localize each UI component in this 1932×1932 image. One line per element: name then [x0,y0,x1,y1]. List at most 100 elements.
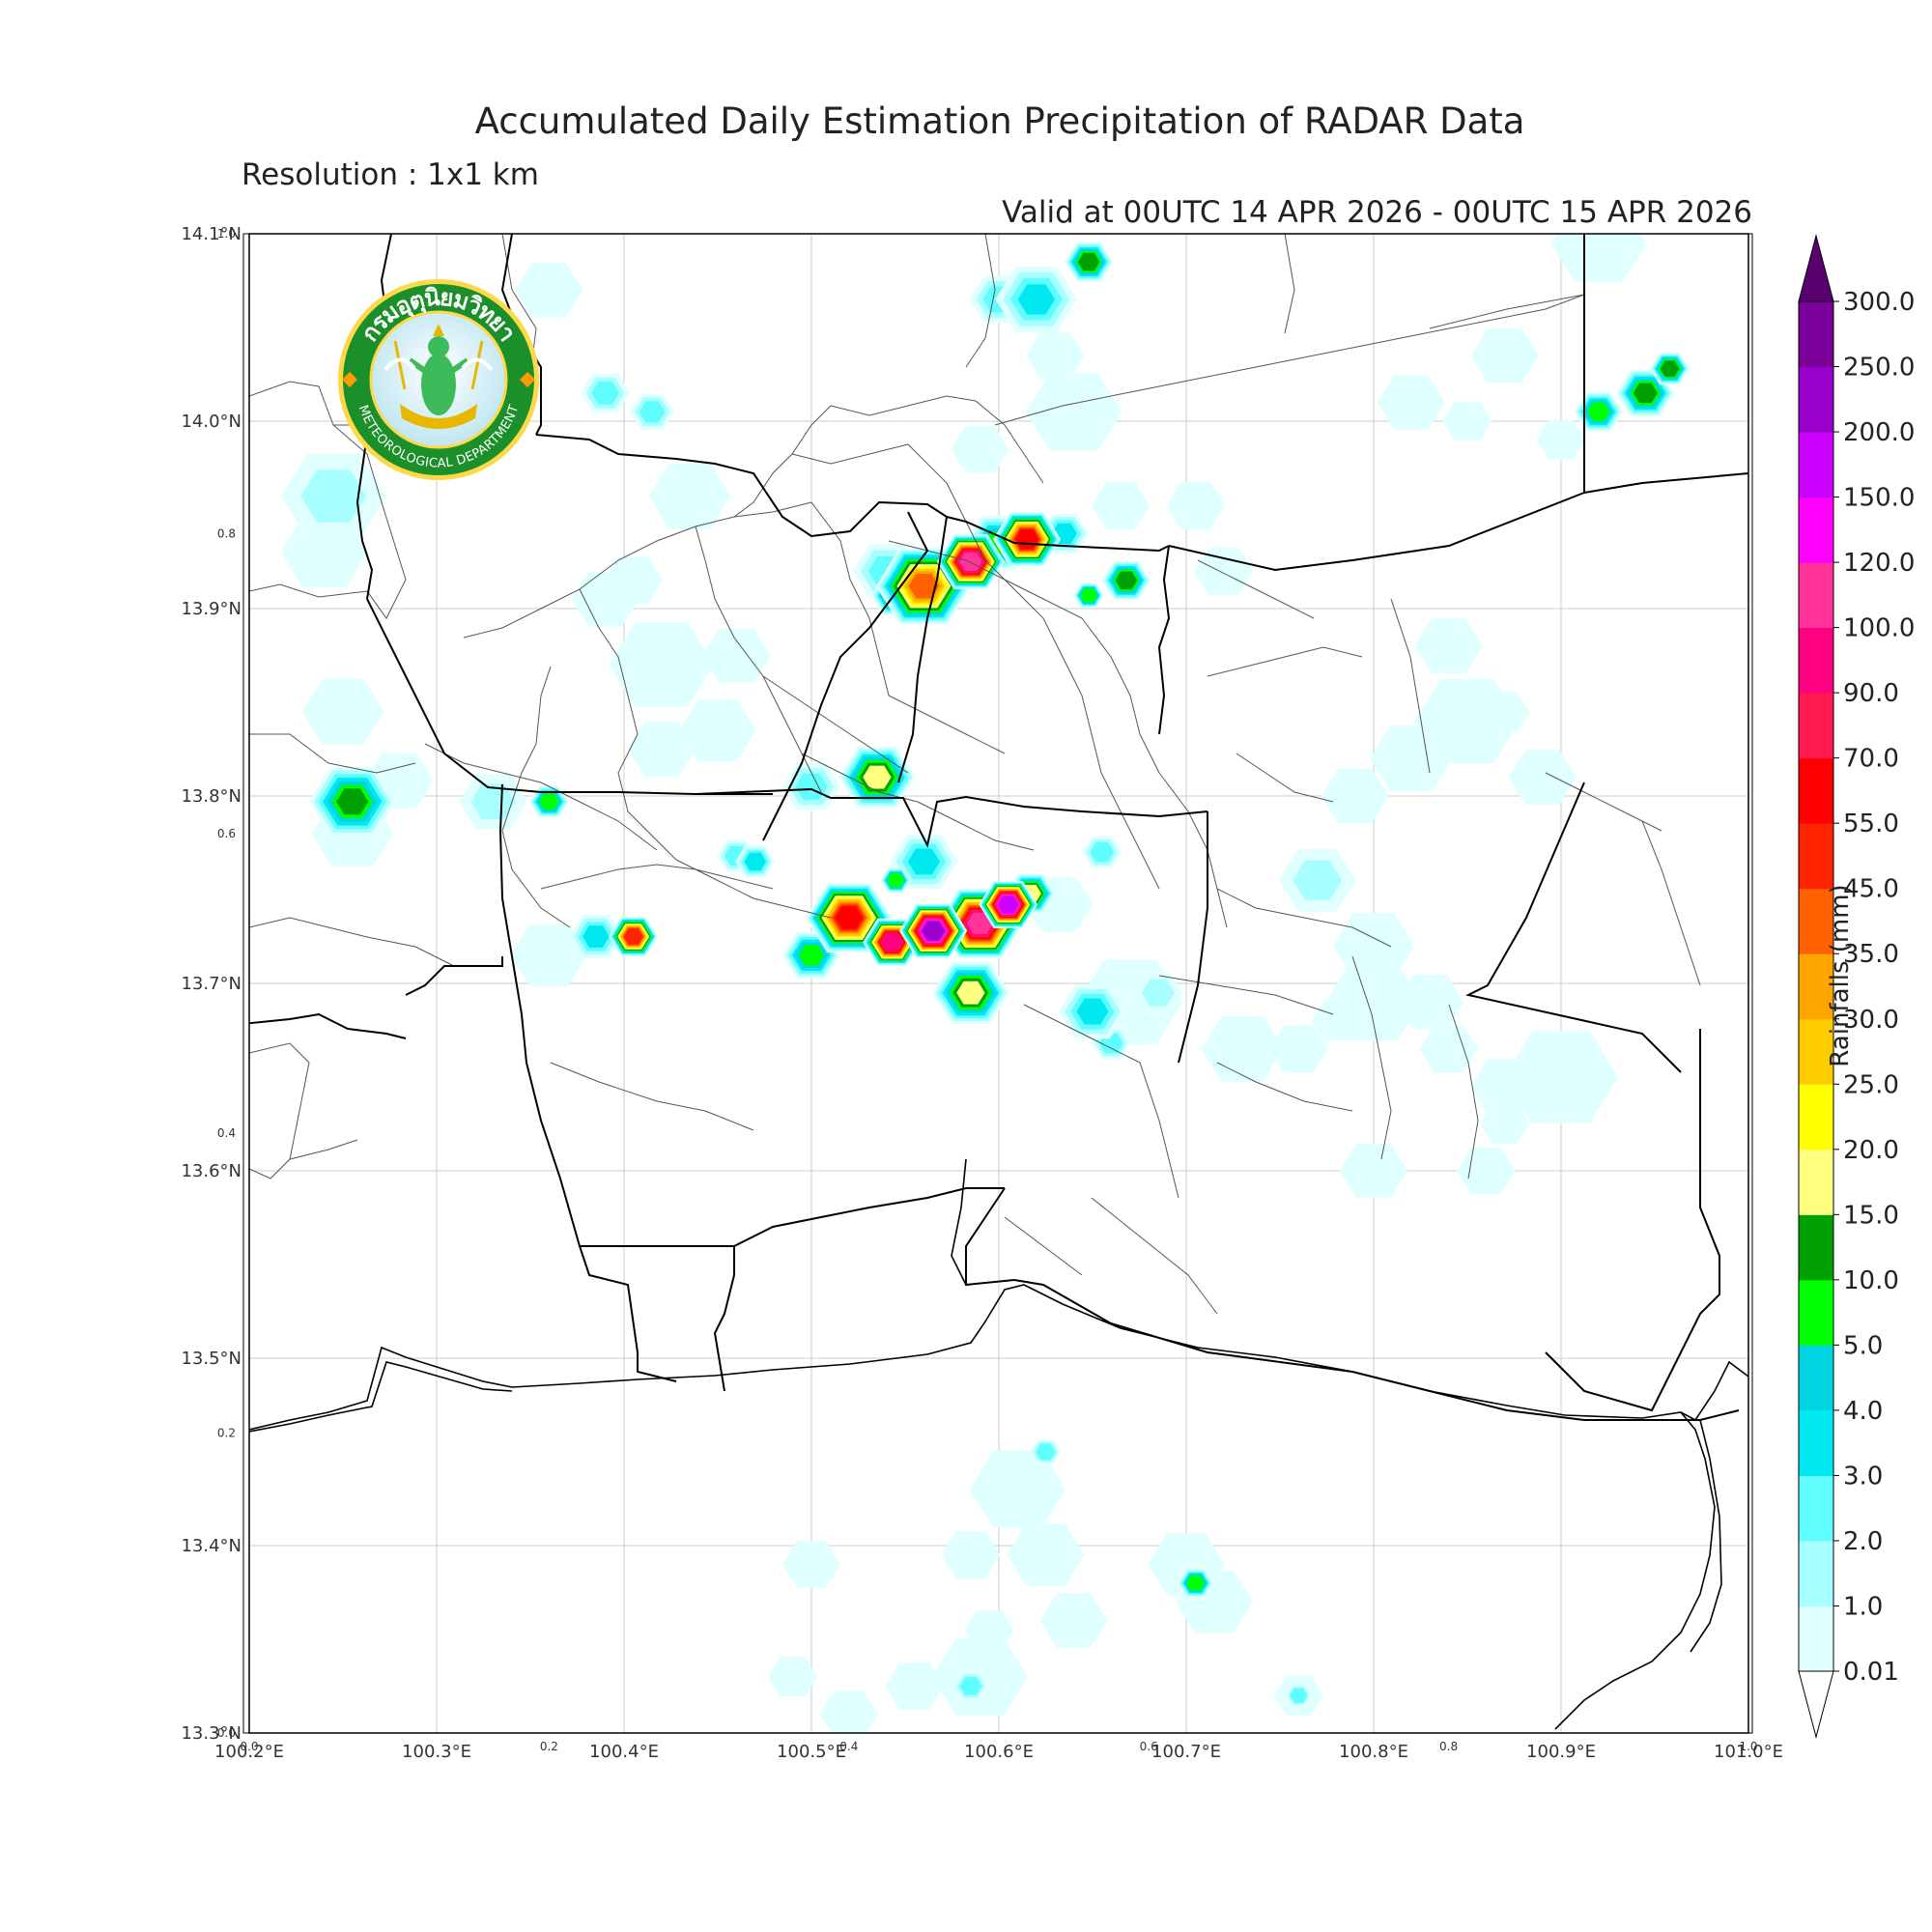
rain-cell-25 [1480,1103,1530,1145]
inner-x-tick-1: 0.2 [540,1740,558,1753]
lon-tick-label-7: 100.9°E [1526,1742,1596,1762]
rain-contour-51-0 [1550,234,1647,282]
rain-cell-16 [1480,692,1530,732]
rain-contour-57-1 [1293,860,1343,900]
rain-cell-13 [1414,618,1483,674]
rain-cell-101 [979,881,1037,928]
rain-contour-76-3 [907,848,940,875]
rain-cell-81 [880,867,911,894]
rain-contour-43-0 [571,572,639,627]
rain-cell-91 [838,746,916,809]
rain-cell-51 [1550,234,1647,282]
inner-y-tick-0: 0.0 [217,1726,236,1740]
rain-contour-13-0 [1414,618,1483,674]
rain-cell-97 [806,883,893,953]
rain-cell-67 [952,1671,989,1701]
rain-cell-21 [1396,975,1464,1030]
rain-contour-18-0 [1321,768,1389,824]
rain-cell-18 [1321,768,1389,824]
rain-cell-15 [1370,725,1453,792]
lon-tick-label-0: 100.2°E [214,1742,284,1762]
rain-contour-102-19 [922,922,945,941]
lat-tick-label-7: 14.0°N [181,412,242,432]
inner-y-tick-3: 0.6 [217,827,236,840]
rain-contour-65-2 [1090,842,1115,863]
rain-cell-56 [1091,481,1151,529]
colorbar-label-11: 35.0 [1843,940,1899,969]
rain-contour-33-0 [781,1541,841,1588]
inner-x-tick-0: 0.0 [240,1740,258,1753]
colorbar-segment-12 [1799,823,1833,890]
rain-contour-66-2 [1036,1443,1056,1461]
rain-contour-82-5 [539,793,559,810]
inner-y-tick-1: 0.2 [217,1427,236,1440]
rain-cell-76 [890,834,958,890]
colorbar-label-16: 100.0 [1843,614,1915,643]
tmd-logo: กรมอุตุนิยมวิทยา METEOROLOGICAL DEPARTME… [338,279,539,480]
inner-x-tick-3: 0.6 [1140,1740,1158,1753]
rain-contour-91-7 [863,765,892,789]
rain-contour-50-0 [1470,327,1539,384]
colorbar-label-20: 250.0 [1843,354,1915,383]
rain-contour-94-11 [908,574,940,599]
rain-contour-78-5 [1080,588,1097,603]
rain-contour-53-0 [1039,1593,1108,1648]
rain-cell-10 [1025,331,1085,380]
rain-cell-93 [931,961,1009,1024]
rain-cell-17 [1508,750,1577,805]
rain-contour-95-12 [623,928,643,945]
rain-contour-83-5 [798,945,825,966]
rain-contour-56-0 [1091,481,1151,529]
rain-cell-82 [528,785,569,818]
rain-cell-86 [308,766,396,837]
rain-contour-52-0 [1536,419,1586,460]
rain-cell-40 [768,1657,817,1697]
rain-cell-22 [1419,1025,1478,1073]
rain-contour-19-0 [1332,913,1415,980]
rain-cell-12 [1377,375,1445,430]
colorbar-segment-15 [1799,627,1833,694]
colorbar-segment-17 [1799,497,1833,563]
colorbar-segment-11 [1799,888,1833,954]
colorbar-label-0: 0.01 [1843,1658,1899,1687]
chart-title: Accumulated Daily Estimation Precipitati… [474,100,1525,142]
colorbar-segment-13 [1799,757,1833,824]
rain-contour-0-0 [515,262,583,318]
rain-contour-27-0 [1503,1031,1619,1123]
colorbar-segment-6 [1799,1214,1833,1281]
rain-cell-77 [1058,983,1127,1039]
colorbar-label-5: 5.0 [1843,1331,1883,1360]
colorbar-segment-9 [1799,1018,1833,1085]
rain-contour-42-0 [648,463,731,529]
rain-contour-90-6 [1660,360,1680,377]
colorbar-label-4: 4.0 [1843,1397,1883,1426]
rain-cell-8 [1194,547,1254,595]
colorbar-segment-8 [1799,1084,1833,1151]
rain-contour-4-0 [702,628,771,683]
rain-contour-45-0 [301,678,384,745]
rain-contour-39-0 [819,1690,879,1733]
colorbar-label-14: 70.0 [1843,745,1899,774]
rain-contour-81-5 [887,873,905,888]
colorbar-label-6: 10.0 [1843,1266,1899,1295]
rain-cell-102 [899,903,968,958]
colorbar-label-7: 15.0 [1843,1201,1899,1230]
rain-contour-74-3 [1017,284,1055,315]
rain-contour-26-0 [1339,1143,1408,1199]
rain-contour-31-0 [969,1450,1066,1528]
longitude-tick-labels: 100.2°E 100.3°E 100.4°E 100.5°E 100.6°E 100.7… [214,1742,1783,1762]
rain-contour-11-0 [1442,401,1492,441]
rain-cell-71 [781,762,841,810]
lat-tick-label-6: 13.9°N [181,599,242,619]
rain-cell-57 [1278,849,1356,912]
lon-tick-label-1: 100.3°E [402,1742,471,1762]
colorbar-label-1: 1.0 [1843,1592,1883,1621]
rain-contour-16-0 [1480,692,1530,732]
rain-contour-59-1 [470,783,515,820]
resolution-label: Resolution : 1x1 km [242,157,539,192]
colorbar-label-10: 30.0 [1843,1006,1899,1035]
colorbar-label-19: 200.0 [1843,418,1915,447]
rain-cell-53 [1039,1593,1108,1648]
colorbar-label-9: 25.0 [1843,1070,1899,1099]
